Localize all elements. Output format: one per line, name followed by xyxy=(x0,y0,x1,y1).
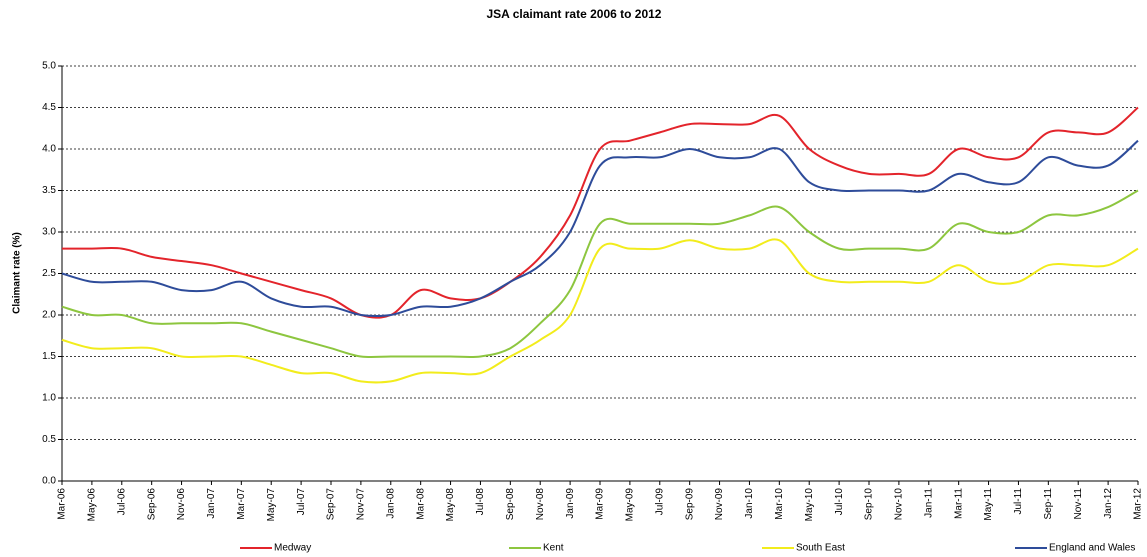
x-tick-label: Sep-06 xyxy=(146,488,157,521)
y-tick-label: 2.5 xyxy=(42,268,56,279)
x-tick-label: Sep-11 xyxy=(1043,488,1054,520)
x-tick-label: Jul-11 xyxy=(1013,488,1024,515)
x-tick-label: Jul-06 xyxy=(116,488,127,516)
x-tick-label: Jan-12 xyxy=(1103,488,1114,519)
x-tick-label: Jul-09 xyxy=(654,488,665,516)
x-tick-label: Mar-09 xyxy=(595,488,606,520)
x-tick-label: Jan-11 xyxy=(923,488,934,518)
x-tick-label: Mar-12 xyxy=(1133,488,1144,520)
x-tick-label: Sep-09 xyxy=(684,488,695,521)
y-tick-label: 5.0 xyxy=(42,61,56,72)
x-tick-label: Sep-10 xyxy=(864,488,875,521)
legend-label: South East xyxy=(796,543,845,554)
x-tick-label: Nov-10 xyxy=(894,488,905,521)
y-tick-label: 2.0 xyxy=(42,310,56,321)
x-tick-label: Jul-10 xyxy=(834,488,845,516)
y-tick-label: 4.0 xyxy=(42,144,56,155)
x-tick-label: May-08 xyxy=(445,488,456,522)
x-tick-label: Jan-10 xyxy=(744,488,755,519)
x-tick-label: Mar-11 xyxy=(953,488,964,519)
x-tick-label: Mar-06 xyxy=(57,488,68,520)
x-tick-label: Jan-08 xyxy=(385,488,396,519)
y-tick-label: 3.5 xyxy=(42,185,56,196)
y-tick-label: 0.5 xyxy=(42,434,56,445)
x-tick-label: May-06 xyxy=(87,488,98,522)
x-tick-label: Nov-07 xyxy=(356,488,367,521)
line-series xyxy=(61,189,1139,359)
y-axis-title: Claimant rate (%) xyxy=(12,232,23,314)
line-series xyxy=(61,238,1139,384)
legend-label: England and Wales xyxy=(1049,543,1135,554)
x-tick-label: Mar-10 xyxy=(774,488,785,520)
x-tick-label: Nov-08 xyxy=(535,488,546,521)
y-tick-label: 0.0 xyxy=(42,476,56,487)
x-tick-label: May-07 xyxy=(266,488,277,522)
x-tick-label: Jan-09 xyxy=(565,488,576,519)
x-tick-label: Nov-09 xyxy=(714,488,725,521)
chart-title: JSA claimant rate 2006 to 2012 xyxy=(487,7,662,21)
legend-label: Kent xyxy=(543,543,564,554)
x-tick-label: May-10 xyxy=(804,488,815,522)
x-tick-label: Jul-08 xyxy=(475,488,486,516)
y-tick-label: 3.0 xyxy=(42,227,56,238)
x-tick-label: Sep-08 xyxy=(505,488,516,521)
x-tick-label: Sep-07 xyxy=(326,488,337,521)
x-tick-label: Nov-06 xyxy=(176,488,187,521)
y-tick-label: 4.5 xyxy=(42,102,56,113)
x-tick-label: Mar-07 xyxy=(236,488,247,520)
y-tick-label: 1.5 xyxy=(42,351,56,362)
legend-label: Medway xyxy=(274,543,311,554)
y-tick-label: 1.0 xyxy=(42,393,56,404)
x-tick-label: May-11 xyxy=(983,488,994,521)
x-tick-label: Nov-11 xyxy=(1073,488,1084,520)
x-tick-label: Jul-07 xyxy=(296,488,307,516)
x-tick-label: Mar-08 xyxy=(415,488,426,520)
line-series xyxy=(61,139,1139,318)
x-tick-label: May-09 xyxy=(625,488,636,522)
line-series xyxy=(62,106,1139,319)
x-tick-label: Jan-07 xyxy=(206,488,217,519)
